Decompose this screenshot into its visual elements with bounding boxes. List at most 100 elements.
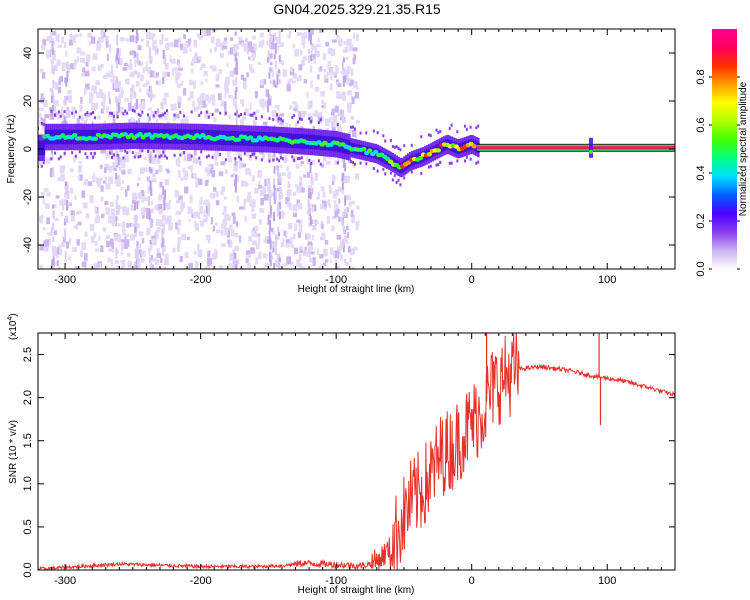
noise-cell <box>58 266 61 269</box>
noise-cell <box>128 222 132 228</box>
noise-cell <box>258 41 264 48</box>
noise-cell <box>329 83 333 91</box>
band-fringe <box>463 159 466 163</box>
noise-cell <box>156 108 160 113</box>
noise-streak <box>150 168 153 174</box>
noise-cell <box>237 51 240 56</box>
noise-streak <box>148 166 151 172</box>
noise-streak <box>117 82 120 89</box>
noise-cell <box>259 79 264 86</box>
noise-cell <box>186 236 190 241</box>
noise-cell <box>41 191 45 199</box>
noise-cell <box>48 238 51 246</box>
noise-cell <box>113 79 118 84</box>
noise-cell <box>229 37 234 41</box>
noise-streak <box>233 44 236 49</box>
noise-cell <box>333 200 337 204</box>
band-fringe <box>162 150 165 154</box>
noise-streak <box>51 155 54 161</box>
noise-cell <box>264 178 267 186</box>
noise-cell <box>124 189 128 197</box>
noise-cell <box>342 67 346 72</box>
noise-cell <box>259 208 264 213</box>
noise-cell <box>134 59 137 67</box>
noise-cell <box>130 90 134 98</box>
noise-cell <box>296 199 301 206</box>
noise-cell <box>59 165 65 174</box>
noise-cell <box>196 33 202 38</box>
noise-streak <box>278 263 281 269</box>
snr-scale-label: (x104) <box>7 313 19 340</box>
noise-streak <box>309 162 312 173</box>
band-fringe <box>350 160 353 164</box>
noise-streak <box>51 64 54 75</box>
tone-core <box>477 146 675 150</box>
tone-artifact <box>588 137 593 158</box>
noise-cell <box>292 192 297 196</box>
noise-cell <box>234 232 239 238</box>
noise-cell <box>286 256 292 265</box>
noise-cell <box>322 248 328 257</box>
band-fringe <box>183 151 186 155</box>
band-fringe <box>111 112 114 116</box>
noise-streak <box>268 153 271 162</box>
noise-cell <box>311 234 315 241</box>
spectrogram-xtick-label: 100 <box>598 274 616 286</box>
noise-cell <box>295 164 300 169</box>
noise-cell <box>152 42 155 51</box>
noise-streak <box>310 54 313 62</box>
noise-cell <box>345 175 350 184</box>
noise-cell <box>286 166 290 171</box>
noise-streak <box>273 185 276 191</box>
band-fringe <box>420 171 423 175</box>
noise-cell <box>287 171 291 180</box>
noise-cell <box>164 217 169 224</box>
noise-cell <box>252 43 257 51</box>
noise-cell <box>202 29 207 37</box>
noise-cell <box>138 231 144 237</box>
noise-cell <box>155 110 160 117</box>
noise-cell <box>354 91 359 99</box>
ridge-dot <box>471 144 477 149</box>
band-fringe <box>397 147 400 151</box>
noise-cell <box>149 242 153 249</box>
band-fringe <box>429 134 432 138</box>
noise-streak <box>162 77 165 85</box>
band-fringe <box>272 158 275 162</box>
noise-cell <box>110 64 114 73</box>
band-fringe <box>162 113 165 117</box>
band-fringe <box>190 110 193 114</box>
noise-streak <box>277 206 280 212</box>
noise-cell <box>261 186 266 195</box>
noise-cell <box>205 78 208 83</box>
noise-cell <box>212 225 215 232</box>
ridge-dot <box>426 152 433 157</box>
noise-cell <box>177 102 181 109</box>
noise-cell <box>194 261 199 268</box>
noise-cell <box>164 260 169 266</box>
noise-cell <box>107 257 111 263</box>
noise-cell <box>57 177 62 182</box>
noise-cell <box>340 113 344 121</box>
noise-streak <box>50 45 53 52</box>
band-fringe <box>124 109 127 113</box>
noise-cell <box>179 206 182 211</box>
band-fringe <box>200 111 203 115</box>
noise-cell <box>325 259 329 263</box>
band-fringe <box>249 154 252 158</box>
noise-cell <box>224 87 230 94</box>
noise-cell <box>101 148 106 154</box>
noise-cell <box>49 113 54 120</box>
noise-cell <box>159 39 164 45</box>
noise-cell <box>83 202 88 209</box>
noise-cell <box>154 204 159 211</box>
band-fringe <box>281 119 284 123</box>
noise-cell <box>78 160 82 165</box>
noise-cell <box>316 248 320 256</box>
noise-cell <box>79 104 83 112</box>
noise-cell <box>232 79 238 86</box>
noise-cell <box>138 263 141 269</box>
noise-streak <box>51 49 54 55</box>
noise-cell <box>247 41 253 49</box>
snr-frame <box>37 332 676 571</box>
